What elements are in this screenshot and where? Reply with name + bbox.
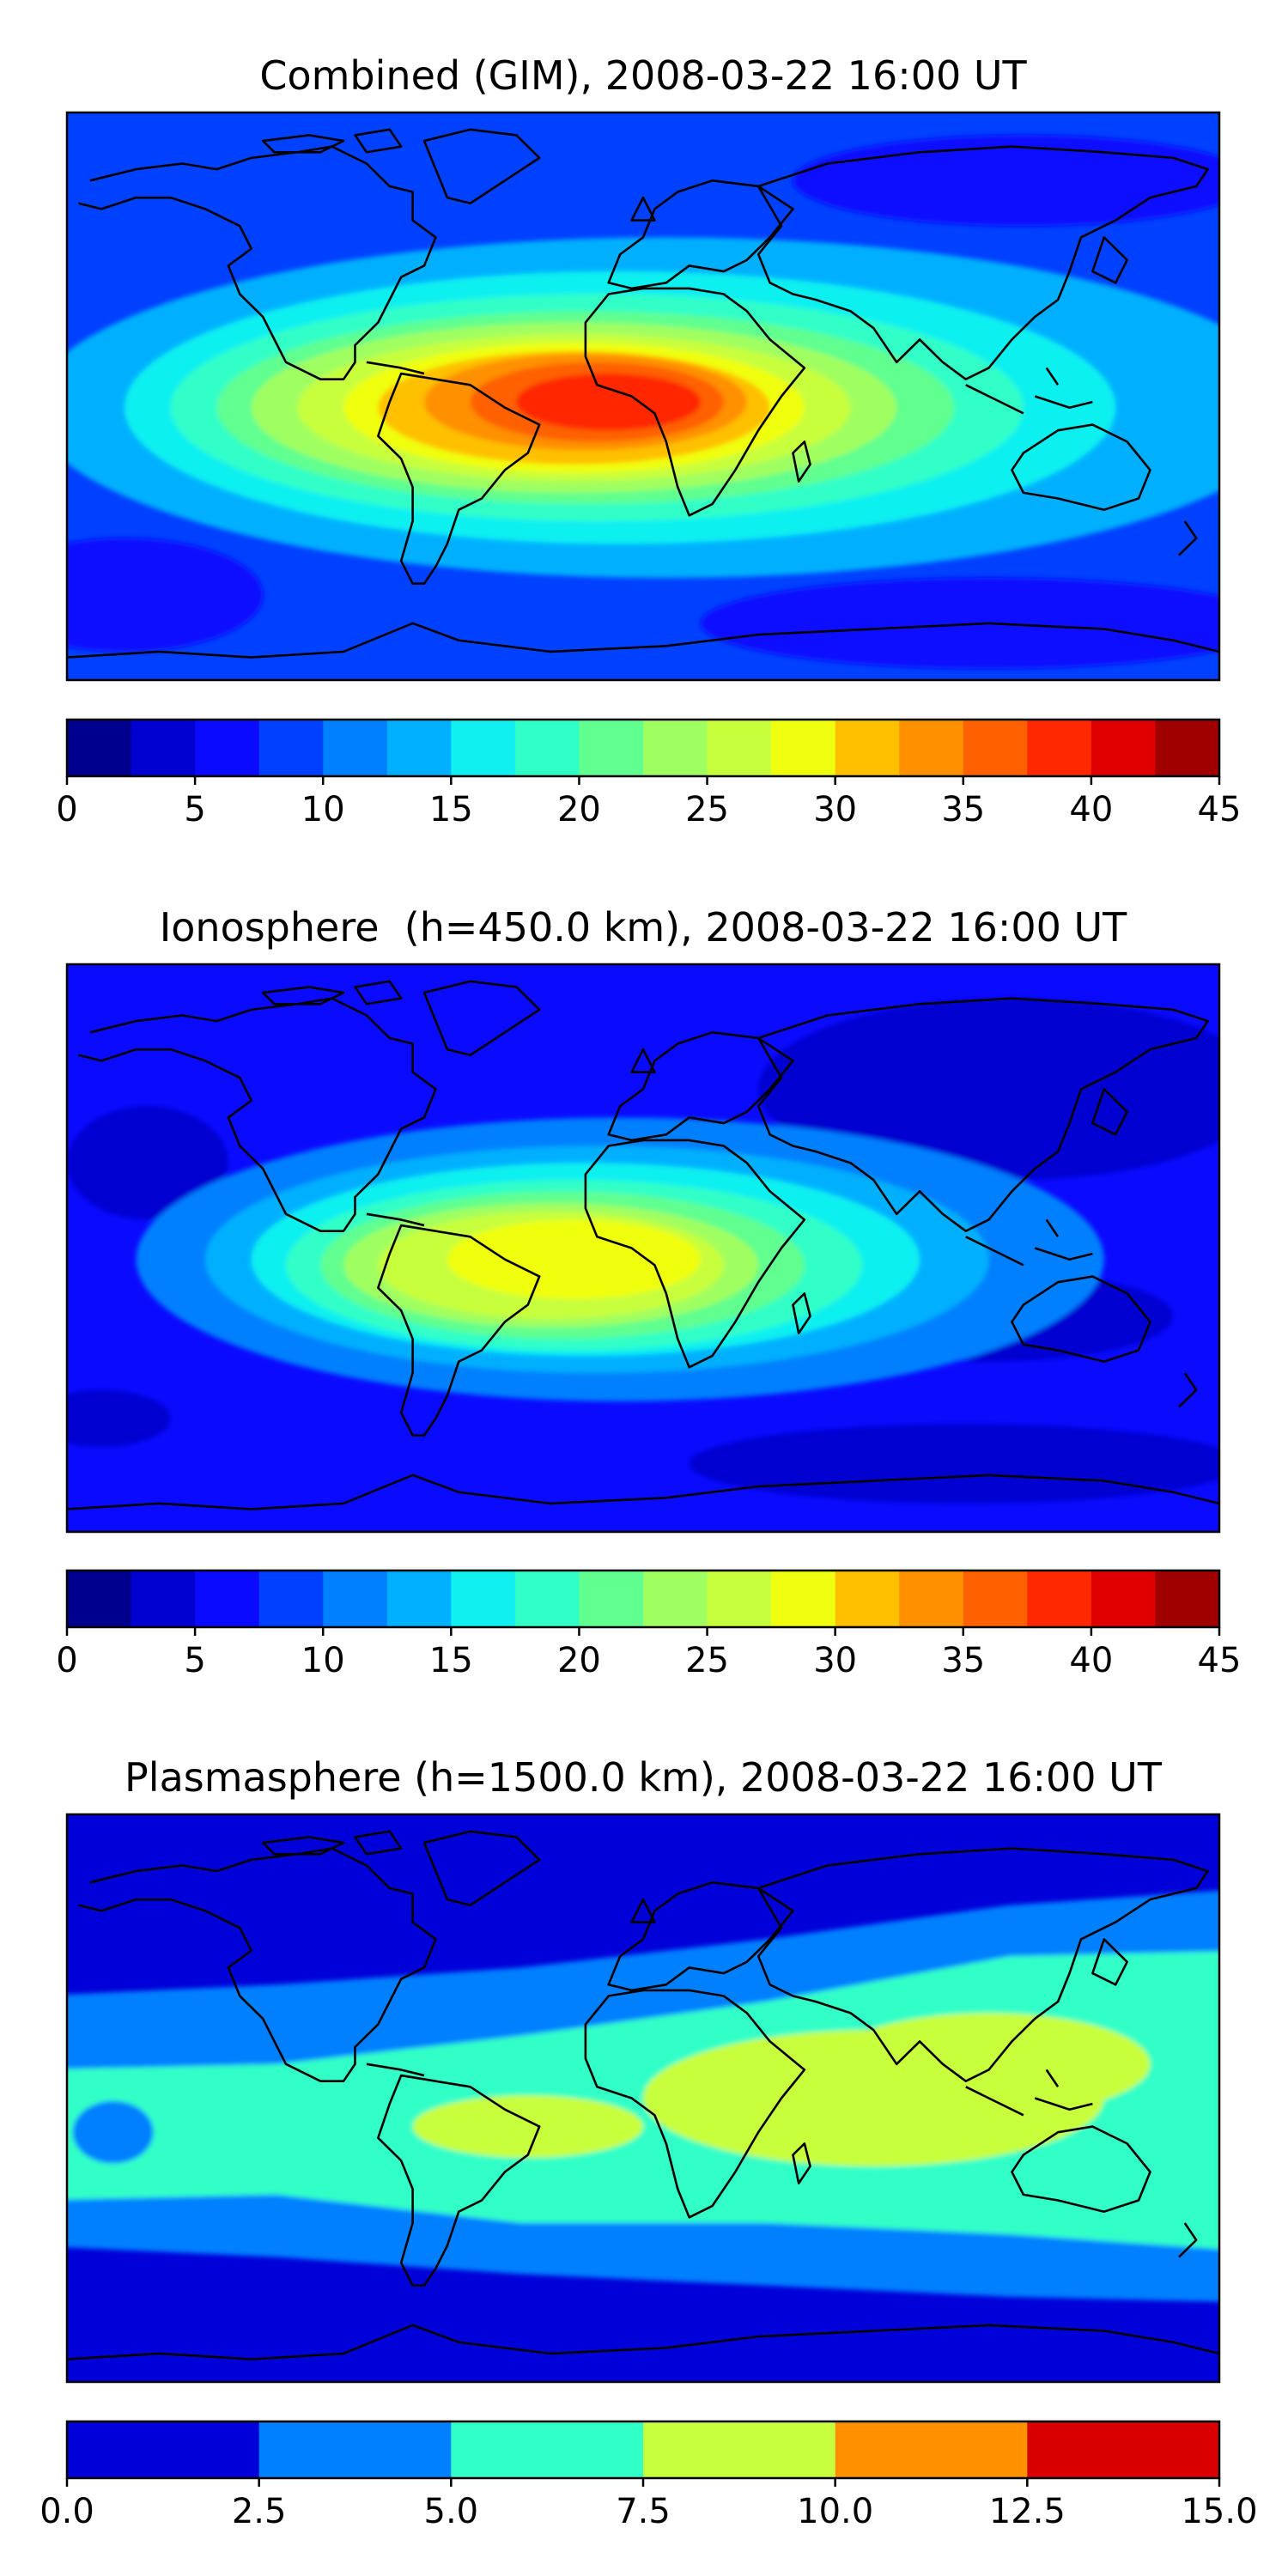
colorbar-swatch [771, 720, 836, 776]
colorbar-plasmasphere: 0.0 2.5 5.0 7.5 10.0 12.5 15.0 [39, 2420, 1258, 2531]
colorbar-swatch [579, 720, 644, 776]
colorbar-ionosphere: 0 5 10 15 20 25 30 35 40 45 [56, 1569, 1242, 1680]
colorbar-swatch [579, 1571, 644, 1627]
colorbar-swatch [1027, 720, 1092, 776]
colorbar-tick-label: 15 [429, 1641, 473, 1680]
colorbar-swatch [451, 720, 516, 776]
colorbar-tick-label: 0 [56, 790, 77, 829]
map-ionosphere [67, 964, 1219, 1532]
colorbar-tick-label: 20 [557, 790, 601, 829]
colorbar-swatch [1027, 1571, 1092, 1627]
colorbar-tick-label: 5 [184, 1641, 205, 1680]
colorbar-tick-label: 40 [1069, 1641, 1113, 1680]
colorbar-tick-label: 12.5 [989, 2492, 1066, 2531]
colorbar-tick-label: 35 [941, 790, 985, 829]
colorbar-swatch [514, 1571, 580, 1627]
colorbar-swatch [451, 2421, 644, 2478]
colorbar-swatch [835, 720, 900, 776]
panel-title-combined: Combined (GIM), 2008-03-22 16:00 UT [259, 52, 1027, 99]
contour-region [758, 998, 1219, 1181]
map-frame [65, 1813, 1221, 2384]
colorbar-swatch [258, 2421, 452, 2478]
colorbar-tick-label: 7.5 [616, 2492, 671, 2531]
map-plasmasphere [67, 1814, 1219, 2382]
map-combined [67, 112, 1219, 680]
colorbar-tick-label: 0.0 [39, 2492, 94, 2531]
contour-region [72, 2100, 154, 2164]
colorbar-tick-label: 5 [184, 790, 205, 829]
colorbar-swatch [131, 1571, 196, 1627]
colorbar-tick-label: 45 [1198, 790, 1242, 829]
map-frame [65, 963, 1221, 1534]
colorbar-swatch [963, 1571, 1028, 1627]
colorbar-swatch [451, 1571, 516, 1627]
colorbar-tick-label: 2.5 [232, 2492, 287, 2531]
colorbar-swatch [258, 1571, 324, 1627]
colorbar-swatch [643, 2421, 836, 2478]
colorbar-swatch [514, 720, 580, 776]
colorbar-swatch [835, 1571, 900, 1627]
colorbar-swatch [707, 720, 772, 776]
colorbar-frame [65, 718, 1221, 778]
colorbar-tick-label: 25 [685, 1641, 729, 1680]
colorbar-tick-label: 0 [56, 1641, 77, 1680]
colorbar-tick-label: 10.0 [797, 2492, 873, 2531]
colorbar-swatch [195, 1571, 260, 1627]
colorbar-swatch [323, 1571, 388, 1627]
colorbar-tick-label: 20 [557, 1641, 601, 1680]
colorbar-swatch [386, 1571, 452, 1627]
colorbar-swatch [771, 1571, 836, 1627]
colorbar-swatch [707, 1571, 772, 1627]
colorbar-tick-label: 15 [429, 790, 473, 829]
contour-region [412, 2095, 643, 2158]
colorbar-swatch [1155, 1571, 1220, 1627]
colorbar-tick-label: 30 [813, 790, 857, 829]
panel-title-ionosphere: Ionosphere (h=450.0 km), 2008-03-22 16:0… [160, 904, 1127, 951]
colorbar-tick-label: 10 [301, 790, 345, 829]
contour-region [516, 374, 702, 431]
map-frame [65, 111, 1221, 682]
colorbar-swatch [643, 1571, 708, 1627]
colorbar-tick-label: 45 [1198, 1641, 1242, 1680]
colorbar-frame [65, 1569, 1221, 1629]
colorbar-swatch [131, 720, 196, 776]
colorbar-swatch [1155, 720, 1220, 776]
contour-region [67, 1106, 228, 1220]
colorbar-tick-label: 35 [941, 1641, 985, 1680]
colorbar-swatch [386, 720, 452, 776]
contour-region [447, 1219, 702, 1299]
contour-region [67, 1389, 171, 1447]
colorbar-swatch [67, 2421, 260, 2478]
colorbar-combined: 0 5 10 15 20 25 30 35 40 45 [56, 718, 1242, 829]
colorbar-tick-label: 40 [1069, 790, 1113, 829]
colorbar-tick-label: 15.0 [1181, 2492, 1257, 2531]
colorbar-swatch [67, 1571, 132, 1627]
colorbar-swatch [1091, 720, 1157, 776]
colorbar-swatch [1027, 2421, 1220, 2478]
colorbar-swatch [258, 720, 324, 776]
colorbar-swatch [67, 720, 132, 776]
contour-region [701, 578, 1219, 669]
contour-region [67, 538, 264, 652]
panel-title-plasmasphere: Plasmasphere (h=1500.0 km), 2008-03-22 1… [125, 1754, 1163, 1801]
contour-region [689, 1424, 1219, 1504]
colorbar-swatch [835, 2421, 1028, 2478]
colorbar-tick-label: 10 [301, 1641, 345, 1680]
colorbar-swatch [643, 720, 708, 776]
contour-region [793, 135, 1219, 227]
colorbar-tick-label: 25 [685, 790, 729, 829]
colorbar-swatch [1091, 1571, 1157, 1627]
colorbar-swatch [963, 720, 1028, 776]
colorbar-tick-label: 30 [813, 1641, 857, 1680]
colorbar-swatch [195, 720, 260, 776]
colorbar-swatch [323, 720, 388, 776]
colorbar-swatch [899, 720, 964, 776]
colorbar-tick-label: 5.0 [424, 2492, 479, 2531]
contour-region [827, 2013, 1151, 2116]
colorbar-swatch [899, 1571, 964, 1627]
